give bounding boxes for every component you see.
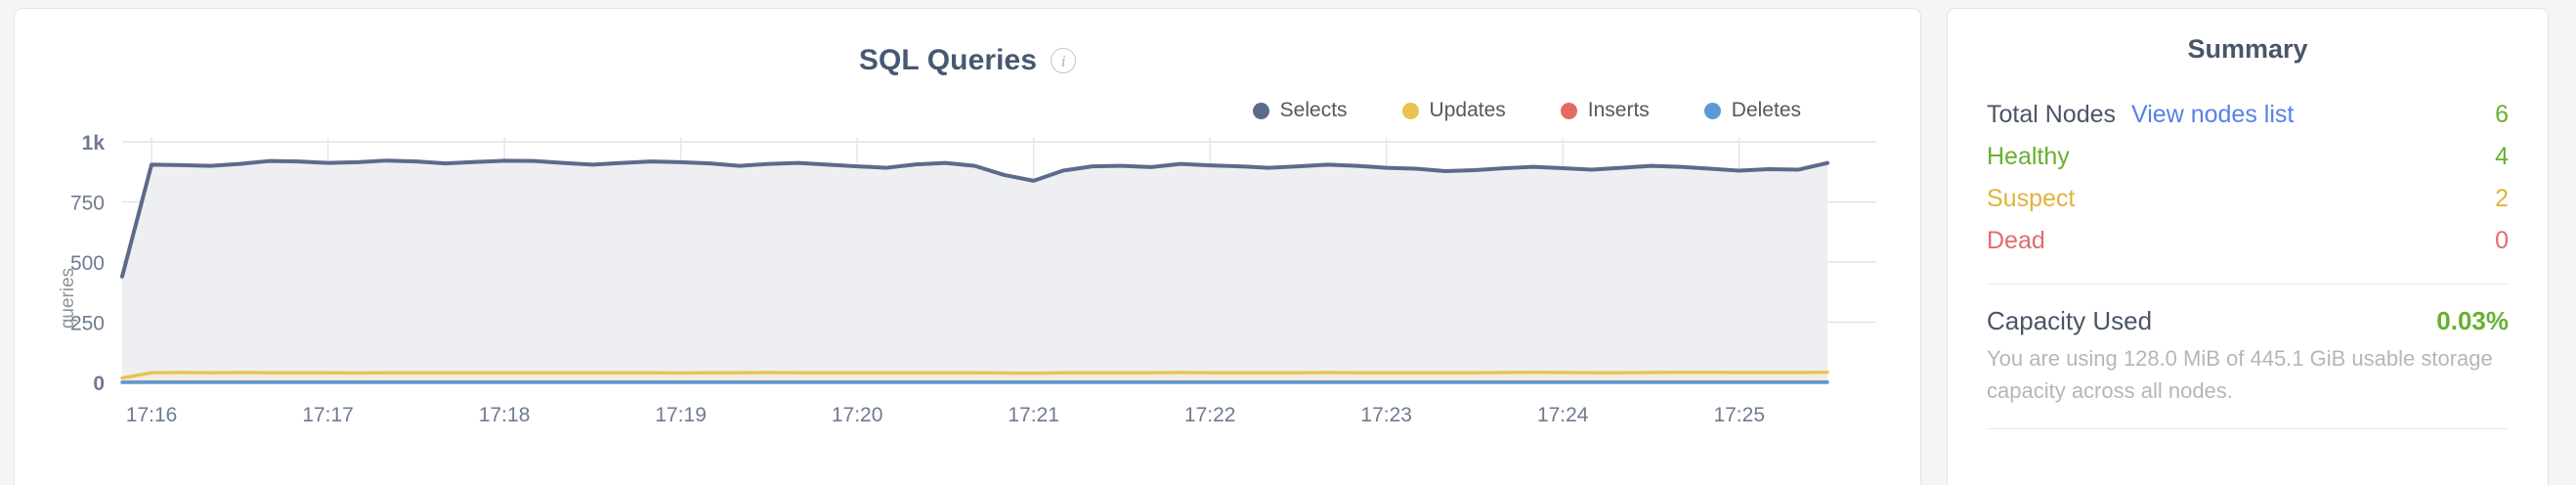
chart-plot-area: queries 0 250 500 750 1k 17:16 17:17 17:18 17:19… [15, 130, 1920, 453]
series-area-updates [122, 372, 1827, 382]
node-status-label: Dead [1987, 227, 2045, 254]
total-nodes-label: Total Nodes [1987, 101, 2117, 128]
unavailable-row-partial: Unavailable 0 [1987, 429, 2509, 449]
chart-legend: Selects Updates Inserts Deletes [15, 77, 1920, 122]
legend-dot-icon [1560, 102, 1577, 119]
summary-divider-1 [1987, 284, 2509, 285]
node-status-label: Healthy [1987, 143, 2070, 170]
info-icon[interactable]: i [1051, 48, 1077, 73]
legend-dot-icon [1703, 102, 1721, 119]
node-status-value: 4 [2495, 143, 2509, 170]
total-nodes-row: Total Nodes View nodes list 6 [1987, 94, 2509, 136]
x-axis-tick-label: 17:20 [832, 404, 883, 426]
summary-divider-2 [1987, 428, 2509, 429]
chart-header: SQL Queries i [15, 9, 1920, 77]
x-axis-tick-label: 17:21 [1008, 404, 1059, 426]
y-axis-tick-label: 0 [93, 373, 105, 395]
x-axis-tick-label: 17:23 [1360, 404, 1412, 426]
legend-dot-icon [1252, 102, 1269, 119]
series-area-selects [122, 160, 1827, 382]
series-line-updates[interactable] [120, 370, 1829, 380]
nodes-section: Total Nodes View nodes list 6 Healthy 4 Su… [1987, 65, 2509, 262]
y-axis-tick-label: 1k [82, 132, 106, 154]
legend-label: Selects [1279, 99, 1348, 121]
total-nodes-value: 6 [2495, 101, 2509, 128]
page-title: SQL Queries [858, 44, 1038, 76]
legend-item-updates[interactable]: Updates [1401, 99, 1506, 122]
legend-item-inserts[interactable]: Inserts [1560, 99, 1650, 122]
node-status-value: 0 [2495, 227, 2509, 254]
x-axis-tick-label: 17:17 [302, 404, 354, 426]
node-status-row: Suspect 2 [1987, 178, 2509, 220]
summary-card: Summary Total Nodes View nodes list 6 He… [1947, 8, 2549, 485]
capacity-used-value: 0.03% [2436, 306, 2509, 335]
legend-label: Inserts [1587, 99, 1650, 121]
sql-queries-chart-card: SQL Queries i Selects Updates Inserts Delet… [14, 8, 1921, 485]
legend-item-deletes[interactable]: Deletes [1703, 99, 1801, 122]
sql-queries-area-chart[interactable]: 0 250 500 750 1k 17:16 17:17 17:18 17:19 17:20 17:… [15, 130, 1920, 453]
capacity-used-label: Capacity Used [1987, 306, 2153, 335]
view-nodes-list-link[interactable]: View nodes list [2131, 101, 2295, 128]
capacity-used-description: You are using 128.0 MiB of 445.1 GiB usa… [1987, 346, 2493, 403]
node-status-label: Suspect [1987, 185, 2076, 212]
summary-title: Summary [2187, 34, 2308, 64]
node-status-row: Healthy 4 [1987, 136, 2509, 178]
node-status-row: Dead 0 [1987, 220, 2509, 262]
x-axis-tick-label: 17:22 [1184, 404, 1236, 426]
legend-label: Deletes [1731, 99, 1801, 121]
x-axis-tick-label: 17:25 [1713, 404, 1765, 426]
x-axis-tick-label: 17:24 [1537, 404, 1589, 426]
x-axis-tick-label: 17:18 [479, 404, 531, 426]
y-axis-tick-label: 750 [70, 193, 105, 215]
legend-dot-icon [1401, 102, 1419, 119]
legend-item-selects[interactable]: Selects [1252, 99, 1348, 122]
y-axis-tick-label: 500 [70, 252, 105, 275]
series-line-selects[interactable] [120, 158, 1829, 279]
node-status-value: 2 [2495, 185, 2509, 212]
x-axis-tick-label: 17:16 [126, 404, 178, 426]
y-axis-tick-label: 250 [70, 313, 105, 335]
legend-label: Updates [1429, 99, 1506, 121]
x-axis-tick-label: 17:19 [655, 404, 707, 426]
capacity-used-row: Capacity Used 0.03% [1987, 285, 2509, 336]
node-status-rows: Healthy 4 Suspect 2 Dead 0 [1987, 136, 2509, 262]
